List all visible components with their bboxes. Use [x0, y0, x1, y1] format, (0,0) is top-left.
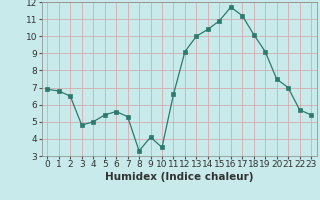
- X-axis label: Humidex (Indice chaleur): Humidex (Indice chaleur): [105, 172, 253, 182]
